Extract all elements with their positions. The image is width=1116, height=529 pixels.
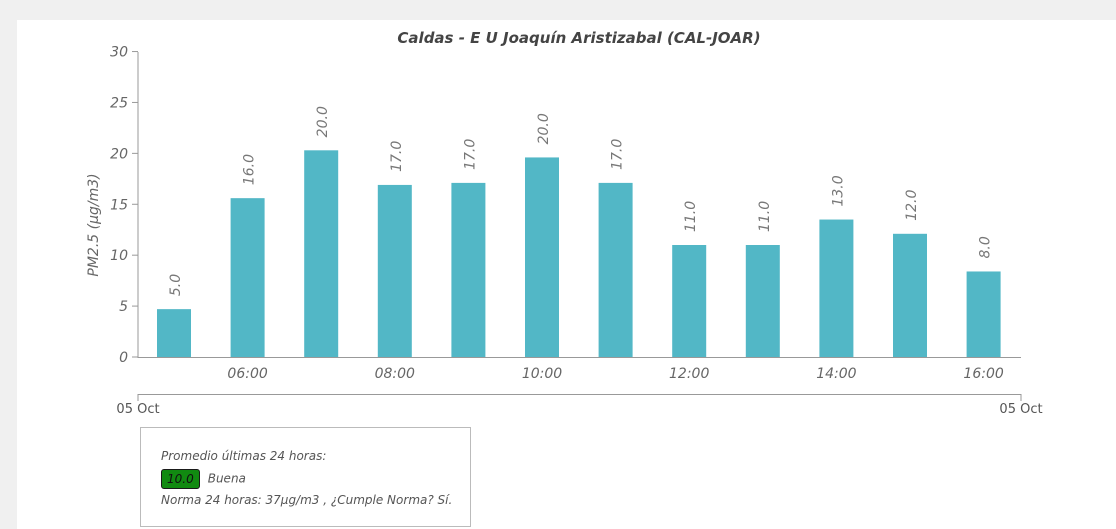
y-axis-label: PM2.5 (µg/m3) — [86, 173, 102, 276]
y-axis-ticks: 0 5 10 15 20 25 30 — [110, 45, 138, 366]
bar[interactable] — [230, 198, 265, 357]
bar[interactable] — [893, 233, 927, 357]
x-tick-label: 12:00 — [669, 366, 709, 382]
bar-data-label: 13.0 — [830, 175, 846, 206]
bars — [157, 150, 1001, 357]
bar-data-label: 11.0 — [757, 201, 773, 232]
bar-data-label: 16.0 — [242, 154, 258, 185]
quality-label: Buena — [207, 471, 246, 486]
bar[interactable] — [304, 150, 339, 357]
bar[interactable] — [819, 219, 854, 357]
bar[interactable] — [745, 245, 780, 357]
bar-data-label: 8.0 — [978, 236, 994, 258]
bar-data-label: 17.0 — [610, 139, 626, 170]
y-tick-label: 30 — [110, 45, 128, 61]
bar[interactable] — [598, 182, 633, 357]
bar-data-label: 11.0 — [683, 201, 699, 232]
bar[interactable] — [672, 245, 707, 357]
chart-title: Caldas - E U Joaquín Aristizabal (CAL-JO… — [397, 29, 760, 47]
summary-box: Promedio últimas 24 horas: 10.0 Buena Nor… — [140, 427, 471, 527]
x-tick-label: 06:00 — [227, 366, 267, 382]
data-labels: 5.0 16.0 20.0 17.0 17.0 20.0 17.0 11.0 11.0 13.0 1… — [168, 106, 994, 296]
x-axis-ticks: 06:00 08:00 10:00 12:00 14:00 16:00 — [227, 366, 1003, 382]
bar[interactable] — [451, 182, 486, 357]
y-tick-label: 25 — [110, 95, 128, 111]
bar[interactable] — [966, 271, 1001, 357]
y-tick-label: 5 — [119, 299, 128, 315]
x-tick-label: 16:00 — [963, 366, 1003, 382]
navigator-end-label: 05 Oct — [999, 402, 1042, 417]
pm25-bar-chart: Caldas - E U Joaquín Aristizabal (CAL-JO… — [86, 29, 1043, 417]
y-tick-label: 20 — [110, 146, 128, 162]
bar-data-label: 5.0 — [168, 274, 184, 296]
aqi-value-badge: 10.0 — [161, 468, 200, 489]
y-tick-label: 10 — [110, 248, 128, 264]
quality-row: 10.0 Buena — [161, 467, 450, 489]
bar-data-label: 17.0 — [389, 141, 405, 172]
x-tick-label: 10:00 — [522, 366, 562, 382]
navigator-start-label: 05 Oct — [116, 402, 159, 417]
bar-data-label: 17.0 — [462, 139, 478, 170]
bar-data-label: 20.0 — [536, 113, 552, 144]
y-tick-label: 0 — [119, 350, 128, 366]
norm-text: Norma 24 horas: 37µg/m3 , ¿Cumple Norma?… — [161, 493, 453, 507]
bar[interactable] — [525, 157, 559, 357]
bar[interactable] — [157, 309, 191, 357]
x-tick-label: 08:00 — [375, 366, 415, 382]
average-label: Promedio últimas 24 horas: — [161, 449, 327, 463]
bar-data-label: 20.0 — [315, 106, 331, 137]
x-tick-label: 14:00 — [816, 366, 856, 382]
bar[interactable] — [377, 184, 412, 357]
y-tick-label: 15 — [110, 197, 128, 213]
bar-data-label: 12.0 — [904, 190, 920, 221]
